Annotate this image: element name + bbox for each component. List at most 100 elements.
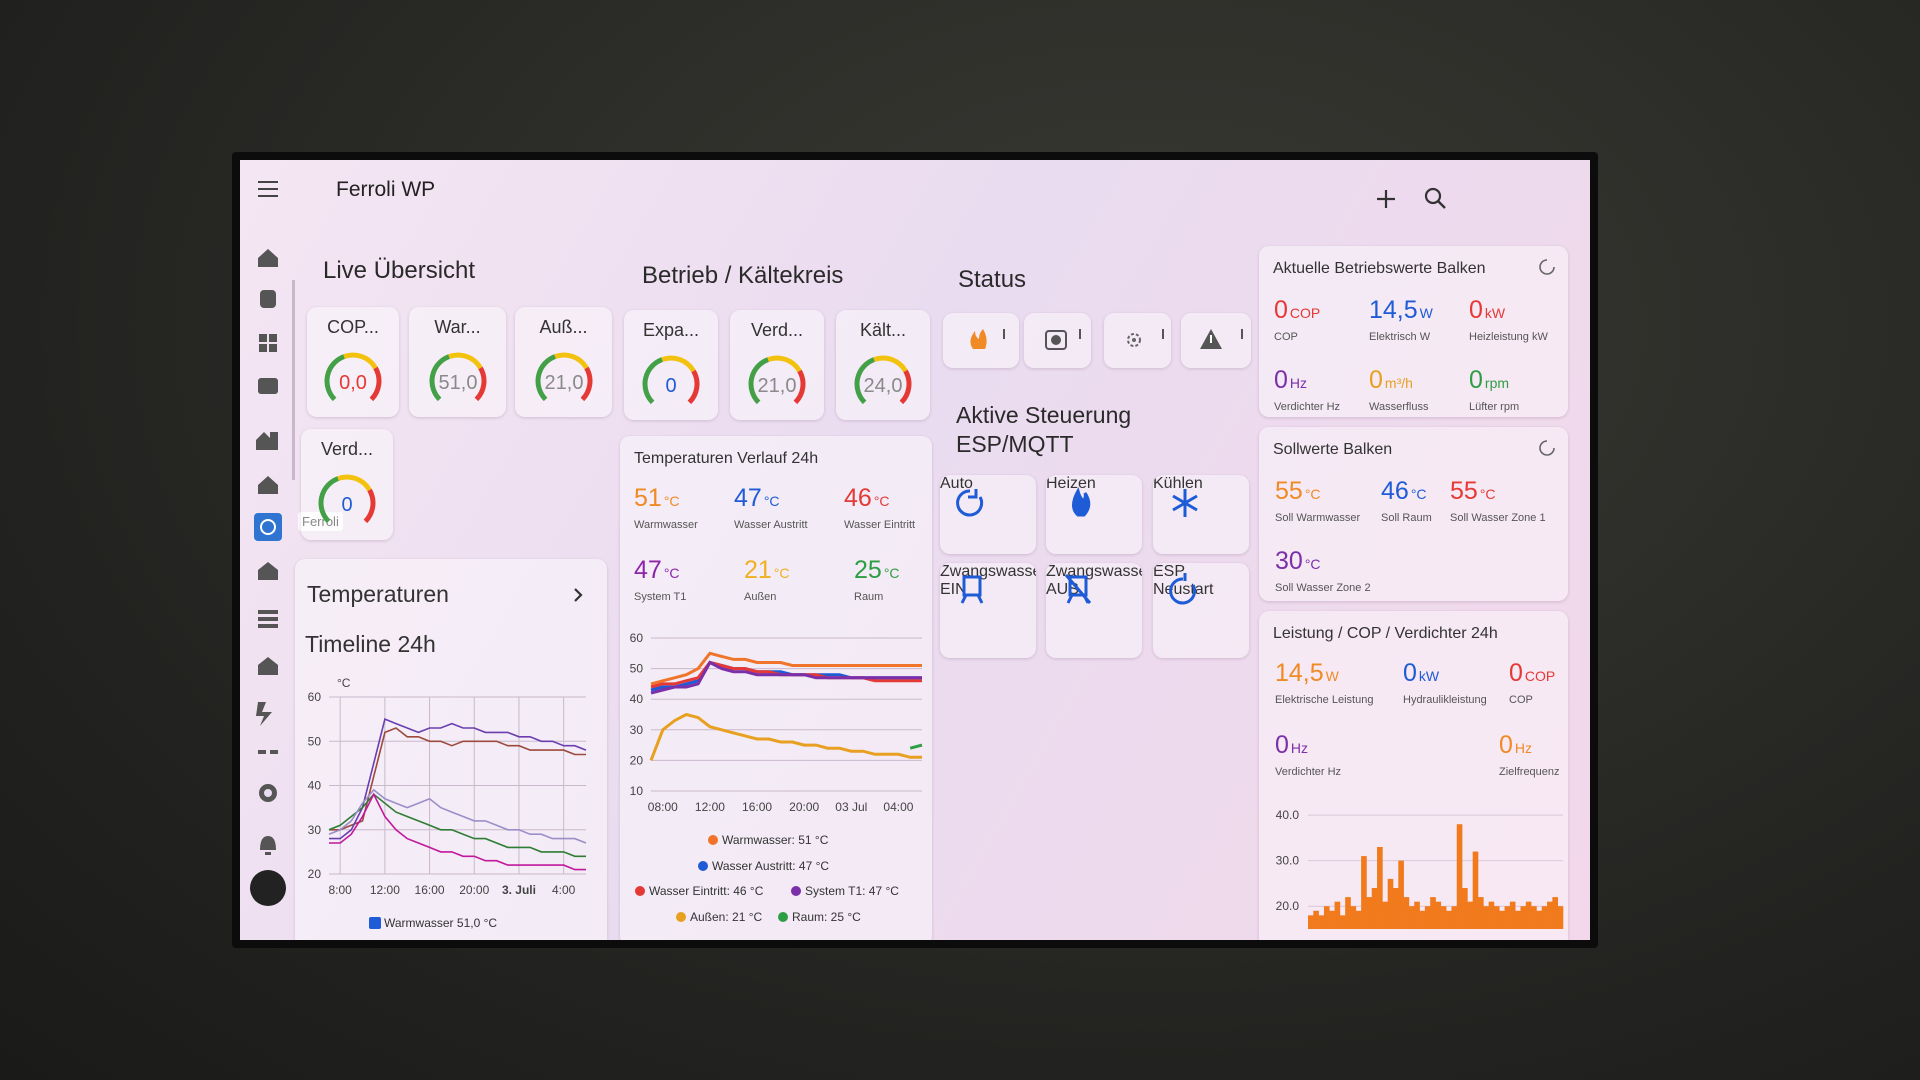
nav-notifications[interactable]: [260, 836, 276, 855]
x-tick-label: 08:00: [648, 800, 678, 814]
control-button[interactable]: Kühlen: [1153, 475, 1249, 554]
stat-label: Wasserfluss: [1369, 401, 1429, 413]
user-avatar[interactable]: [250, 870, 286, 906]
legend-label: Warmwasser: 51 °C: [722, 833, 829, 847]
legend-checkbox[interactable]: [369, 917, 381, 929]
gauge-card[interactable]: Verd... 21,0: [730, 310, 824, 420]
gauge-arc: [337, 474, 372, 492]
x-tick-label: 4:00: [552, 883, 576, 897]
gauge-arc: [767, 355, 802, 373]
stat-value: 55: [1450, 477, 1478, 505]
refresh-icon[interactable]: [1538, 258, 1556, 276]
gauge-arc: [873, 355, 908, 373]
button-icon: [1169, 573, 1197, 605]
card-title: Temperaturen: [307, 581, 449, 607]
bar: [1313, 910, 1319, 929]
section-title: Aktive Steuerung ESP/MQTT: [956, 402, 1132, 457]
stat-value: 0: [1469, 366, 1483, 394]
nav-item[interactable]: [258, 378, 278, 394]
legend-marker: [698, 861, 708, 871]
gauge-card[interactable]: Expa... 0: [624, 310, 718, 420]
verlauf-card: Temperaturen Verlauf 24h 51 °C Warmwasser 4…: [620, 436, 932, 940]
stat-unit: °C: [773, 565, 790, 581]
series-line: [650, 660, 922, 695]
control-button[interactable]: Zwangswasse EIN: [940, 563, 1036, 658]
nav-item[interactable]: [258, 562, 278, 580]
temperaturen-card: Temperaturen Timeline 24h 20 30 40 50 60 8:00…: [295, 559, 607, 940]
gauge-card[interactable]: Verd... 0: [301, 429, 393, 540]
gauge-arc: [429, 354, 450, 402]
stat-unit: °C: [1304, 486, 1321, 502]
gauge-value: 24,0: [864, 375, 903, 397]
gauge-card[interactable]: Auß... 21,0: [515, 307, 612, 417]
bar: [1435, 901, 1442, 929]
nav-item[interactable]: [258, 476, 278, 494]
icon: [956, 489, 984, 517]
bar: [1350, 906, 1357, 929]
x-tick-label: 12:00: [370, 883, 400, 897]
stat-unit: COP: [1289, 305, 1321, 321]
stat-label: Heizleistung kW: [1469, 331, 1548, 343]
stat: 46 °C Wasser Eintritt: [844, 484, 915, 531]
status-button[interactable]: [1024, 313, 1091, 368]
nav-item-active[interactable]: [254, 513, 282, 541]
nav-item[interactable]: [260, 290, 276, 308]
bar: [1377, 847, 1383, 929]
refresh-icon[interactable]: [1538, 439, 1556, 457]
stat-value: 47: [734, 484, 762, 512]
nav-item[interactable]: [256, 702, 272, 726]
gauge-card[interactable]: Kält... 24,0: [836, 310, 930, 420]
y-tick-label: 60: [630, 631, 644, 645]
legend-marker: [635, 886, 645, 896]
card-title: Leistung / COP / Verdichter 24h: [1273, 625, 1498, 642]
gauge-arc: [369, 366, 382, 402]
chevron[interactable]: [571, 587, 585, 603]
bar: [1467, 901, 1473, 929]
stat: 14,5 W Elektrisch W: [1369, 296, 1433, 343]
stat-label: Soll Warmwasser: [1275, 512, 1361, 524]
gauge-arc: [661, 355, 696, 373]
gauge-card[interactable]: War... 51,0: [409, 307, 506, 417]
button-label: Kühlen: [1153, 475, 1203, 492]
add-button[interactable]: [1375, 188, 1397, 210]
bar: [1323, 906, 1330, 929]
stat-unit: °C: [1410, 486, 1427, 502]
line-chart: 10 20 30 40 50 60 08:00 12:00 16:00 20:00 03 Jul 04…: [630, 631, 923, 924]
legend-marker: [708, 835, 718, 845]
gauge-arc: [793, 369, 806, 405]
icon: [1072, 486, 1091, 517]
menu-button[interactable]: [256, 178, 280, 200]
stat-unit: Hz: [1289, 375, 1308, 391]
bar: [1499, 910, 1505, 929]
stat-unit: COP: [1524, 668, 1556, 684]
bar: [1398, 860, 1404, 929]
stat: 55 °C Soll Warmwasser: [1275, 477, 1360, 524]
control-button[interactable]: Zwangswasse AUS: [1046, 563, 1142, 658]
legend-label: Wasser Austritt: 47 °C: [712, 859, 829, 873]
control-button[interactable]: ESP Neustart: [1153, 563, 1249, 658]
control-button[interactable]: Auto: [940, 475, 1036, 554]
stat-value: 47: [634, 556, 662, 584]
button-icon: [956, 489, 984, 517]
nav-item[interactable]: [258, 657, 278, 675]
bar: [1355, 910, 1362, 929]
nav-item[interactable]: [258, 750, 266, 754]
stat-unit: W: [1419, 305, 1433, 321]
gauge-card[interactable]: COP... 0,0: [307, 307, 399, 417]
status-button[interactable]: [1181, 313, 1251, 368]
status-button[interactable]: [943, 313, 1019, 368]
nav-item[interactable]: [259, 334, 267, 342]
nav-item[interactable]: [256, 432, 278, 450]
control-button[interactable]: Heizen: [1046, 475, 1142, 554]
stat-value: 30: [1275, 547, 1303, 575]
search-button[interactable]: [1424, 187, 1448, 211]
bar: [1525, 901, 1532, 929]
nav-home[interactable]: [258, 249, 278, 267]
y-tick-label: 40.0: [1276, 808, 1300, 822]
status-button[interactable]: [1104, 313, 1171, 368]
stat-label: COP: [1509, 694, 1533, 706]
gauge: 0: [642, 355, 700, 405]
leistung-card: Leistung / COP / Verdichter 24h 14,5 W Ele…: [1259, 611, 1568, 940]
nav-item[interactable]: [258, 610, 278, 614]
